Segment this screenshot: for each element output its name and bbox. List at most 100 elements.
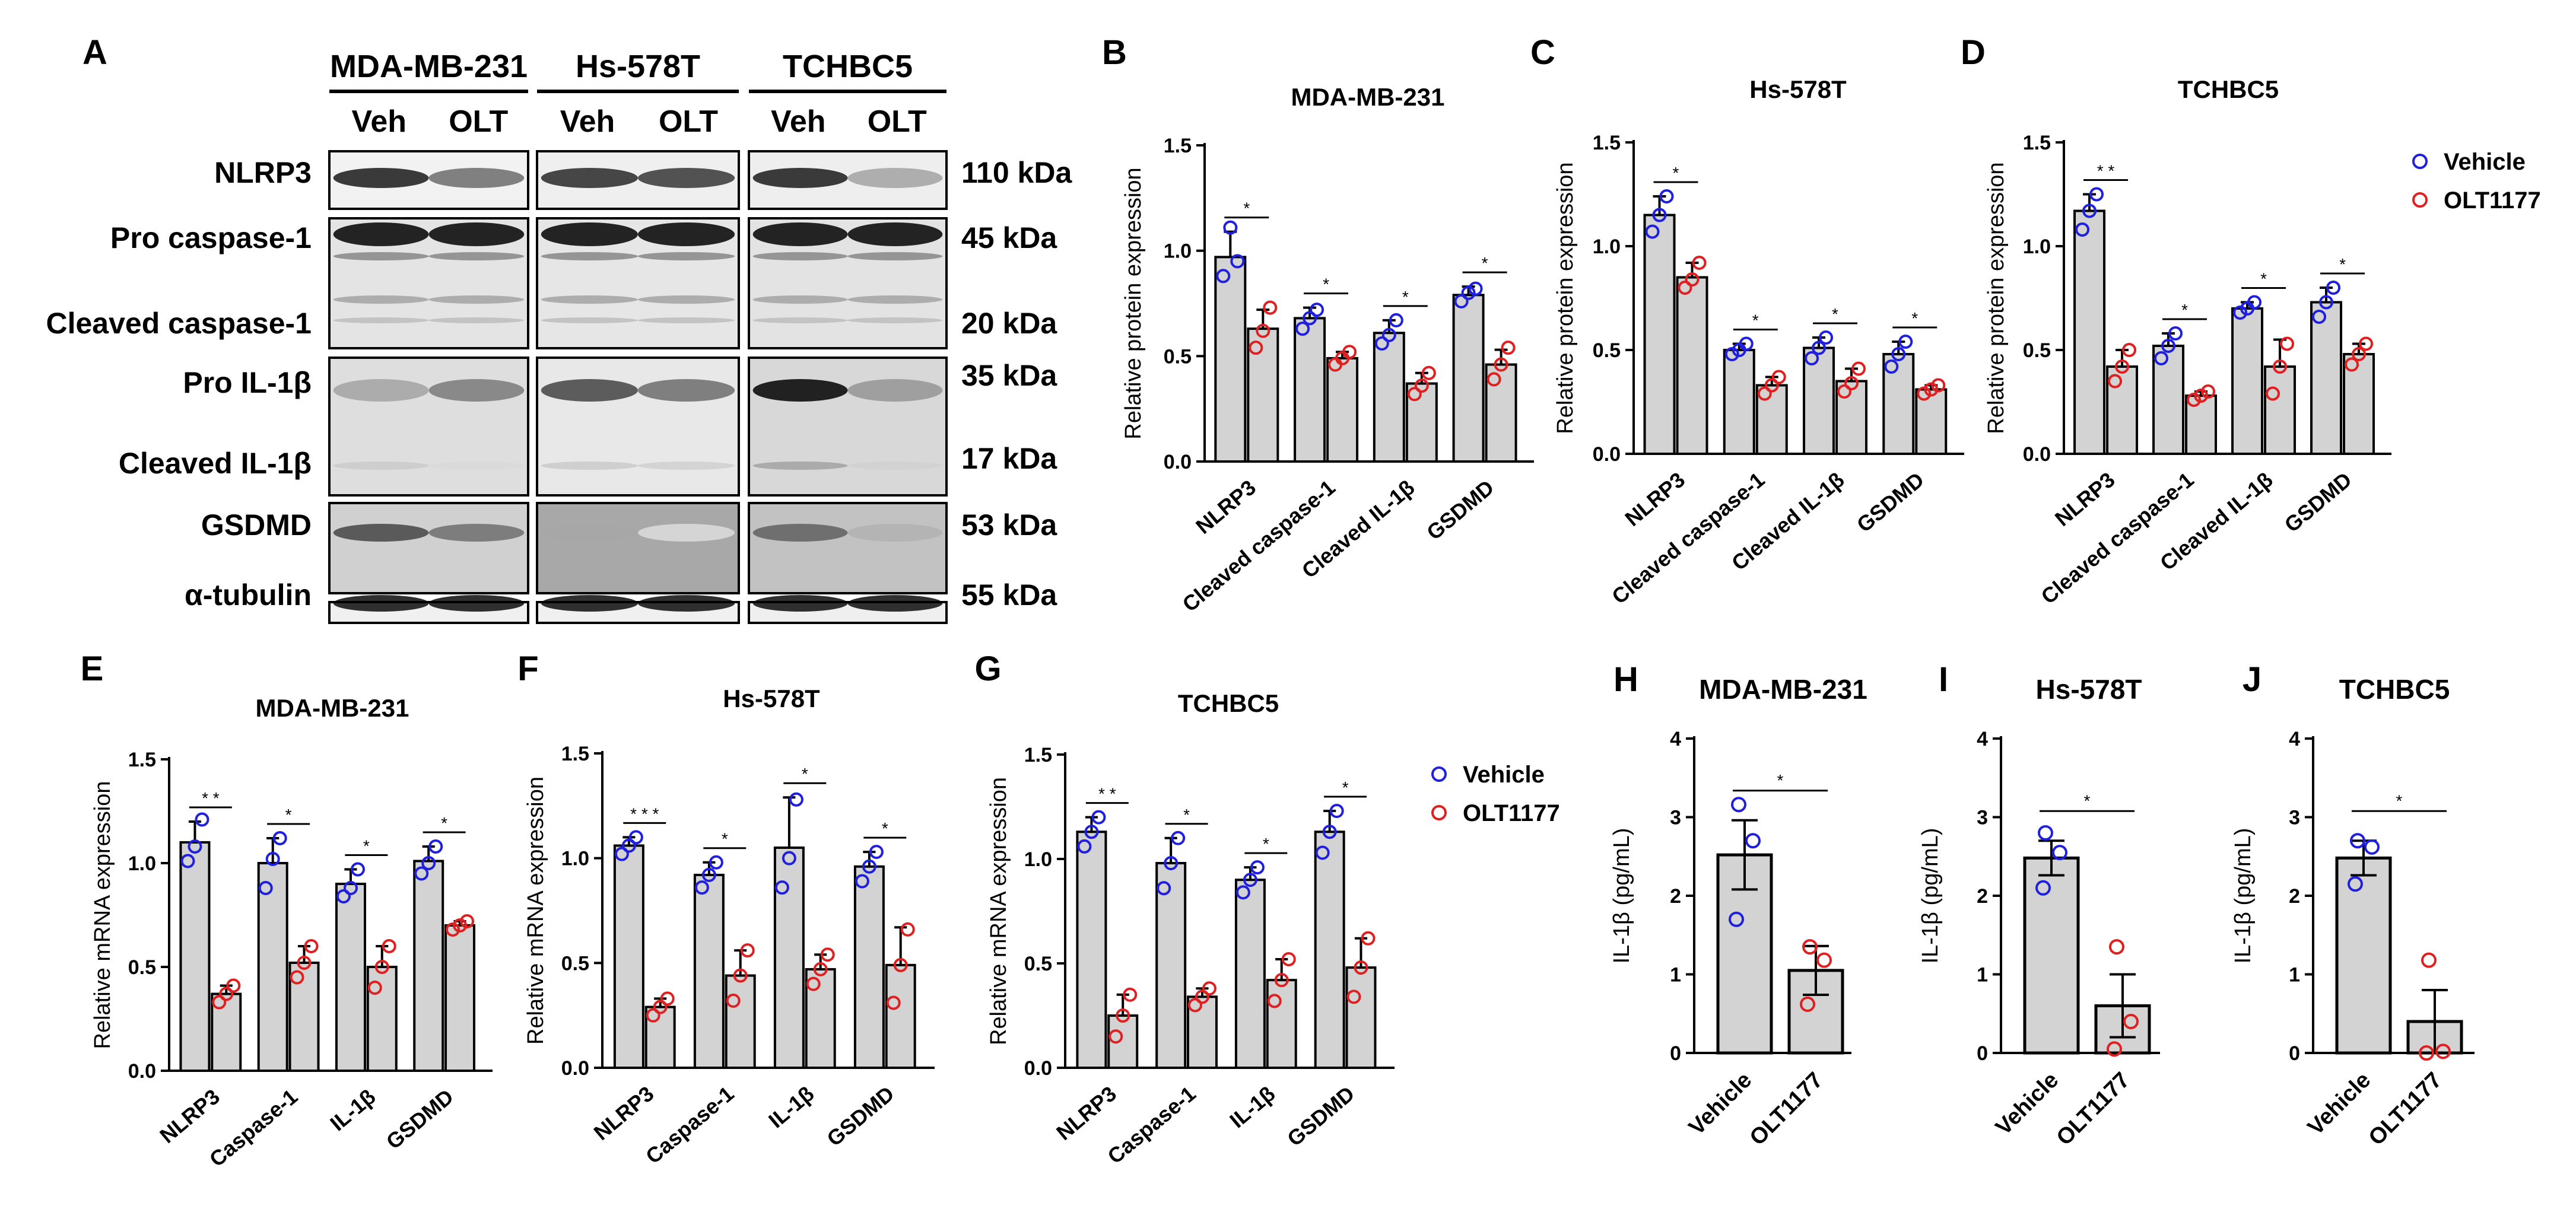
blot-band [428,168,525,188]
panel-letter: C [1530,33,1555,72]
data-point [1295,322,1310,336]
blot-kda-label: 17 kDa [961,442,1057,475]
bar [1452,294,1485,463]
data-point [188,839,202,854]
blot-row-label: Cleaved caspase-1 [46,307,312,340]
data-point [2109,939,2124,955]
data-point [1898,335,1913,349]
bar [413,860,444,1072]
blot-frame [328,150,529,210]
data-point [212,995,227,1010]
data-point [2108,374,2123,389]
data-point [2075,222,2090,237]
significance-marker: * [882,819,888,838]
legend-olt-marker [1431,805,1447,820]
y-tick-label: 1 [2289,964,2300,987]
blot-band [541,317,638,323]
y-tick-label: 2 [2289,885,2300,908]
data-point [382,939,396,953]
blot-membrane [329,358,528,495]
bar [693,873,725,1070]
y-axis-label: Relative mRNA expression [986,777,1011,1045]
significance-marker: * [2396,791,2403,810]
data-point [336,889,351,903]
blot-row-label: Pro IL-1β [183,366,312,399]
data-point [2364,839,2380,855]
y-axis-label: IL-1β (pg/mL) [2231,828,2256,964]
data-point [1745,833,1761,849]
bar [179,841,211,1072]
bar [211,992,242,1072]
blot-band [847,379,943,402]
blot-band [333,317,429,323]
significance-marker: * [1323,275,1329,294]
data-point [2168,326,2183,341]
bar [1247,327,1279,463]
bar [288,962,320,1072]
data-point [2107,1041,2122,1057]
data-point [813,962,828,976]
data-point [1116,1008,1130,1023]
blot-band [428,524,525,542]
bar [1373,332,1405,463]
significance-marker: * [1342,778,1349,797]
data-point [1250,860,1265,875]
data-point [1381,327,1396,342]
bar [1294,317,1326,463]
x-tick-label: OLT1177 [1745,1068,1828,1151]
data-point [2194,389,2209,403]
data-point [265,852,280,866]
blot-band [752,252,848,260]
data-point [774,880,789,895]
significance-marker: * [802,765,808,783]
x-tick-label: IL-1β [1225,1081,1279,1133]
blot-frame [748,601,948,624]
bar [2264,365,2297,455]
y-tick-label: 0.5 [1593,339,1621,362]
data-point [453,918,468,933]
bar [1314,830,1345,1069]
blot-band [541,379,638,402]
data-point [1494,357,1508,372]
significance-marker: * [1263,835,1269,853]
data-point [374,960,389,974]
x-tick-label: Vehicle [1684,1068,1756,1140]
data-point [350,862,365,877]
data-point [855,874,869,889]
y-tick-label: 0.0 [1164,451,1192,473]
x-tick-label: Cleaved caspase-1 [1607,467,1769,609]
blot-band [333,379,429,402]
blot-kda-label: 45 kDa [961,221,1057,254]
data-point [1931,378,1946,393]
data-point [2359,336,2374,351]
data-point [2345,357,2359,372]
data-point [1729,911,1744,927]
blot-band [541,252,638,260]
bar [1755,384,1788,455]
data-point [2326,281,2341,295]
bar [1915,388,1948,455]
blot-row-label: GSDMD [201,508,312,542]
data-point [1837,384,1852,399]
blot-membrane [749,358,946,495]
x-tick-label: Caspase-1 [641,1081,738,1169]
blot-band [428,379,525,402]
blot-treatment-label: OLT [659,104,718,139]
data-point [421,856,436,870]
significance-marker: * * [2097,162,2115,180]
x-tick-label: GSDMD [1422,475,1498,545]
data-point [1315,845,1330,860]
x-tick-label: NLRP3 [1052,1081,1121,1145]
x-tick-label: OLT1177 [2364,1068,2447,1151]
data-point [1645,224,1660,239]
blot-band [847,168,943,188]
data-point [621,838,636,853]
bar [725,974,756,1069]
x-tick-label: IL-1β [325,1084,380,1136]
significance-marker: * [1243,199,1250,218]
x-tick-label: NLRP3 [1191,475,1260,539]
y-axis-label: IL-1β (pg/mL) [1609,828,1634,964]
significance-marker: * [363,837,370,855]
blot-frame [748,217,948,349]
blot-band [847,252,943,260]
